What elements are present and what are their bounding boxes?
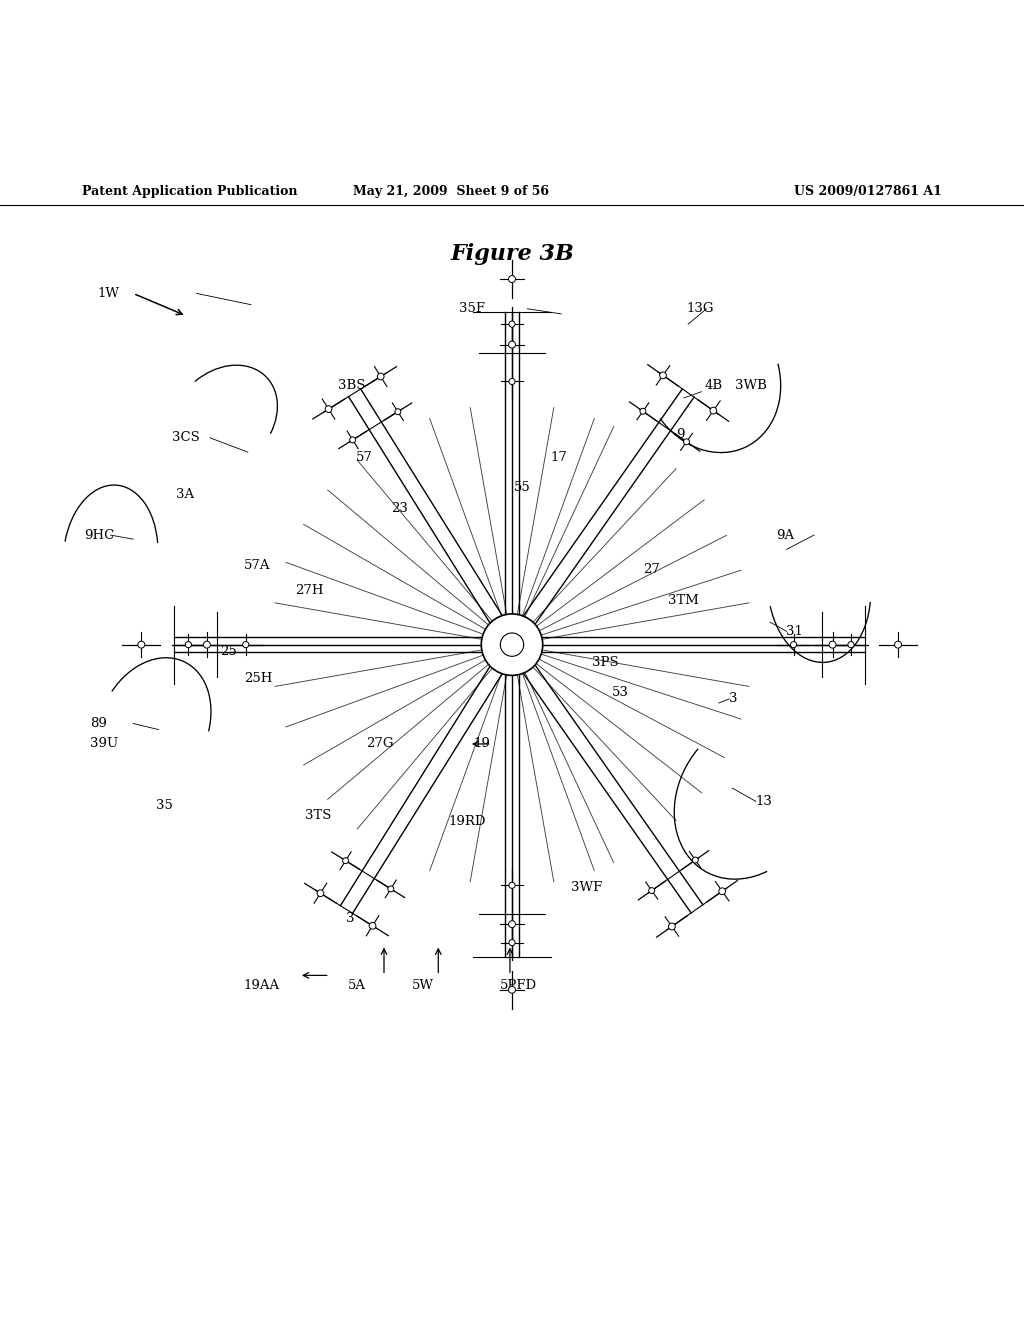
Circle shape (829, 642, 836, 648)
Text: 3CS: 3CS (172, 432, 200, 445)
Text: 3WB: 3WB (735, 379, 767, 392)
Text: 3TS: 3TS (305, 809, 332, 822)
Text: 3TM: 3TM (668, 594, 698, 607)
Text: 27H: 27H (295, 583, 324, 597)
Circle shape (509, 921, 515, 928)
Text: 31: 31 (786, 624, 803, 638)
Text: 35: 35 (156, 799, 172, 812)
Text: 13G: 13G (686, 302, 714, 315)
Circle shape (509, 379, 515, 384)
Text: 17: 17 (551, 450, 567, 463)
Circle shape (326, 405, 332, 412)
Text: 9HC: 9HC (84, 528, 115, 541)
Text: 25H: 25H (244, 672, 272, 685)
Text: 53: 53 (612, 686, 629, 700)
Circle shape (370, 923, 376, 929)
Circle shape (848, 642, 854, 648)
Circle shape (791, 642, 797, 648)
Circle shape (204, 642, 210, 648)
Text: 5W: 5W (412, 979, 433, 993)
Text: 3BS: 3BS (338, 379, 366, 392)
Text: Figure 3B: Figure 3B (451, 243, 573, 265)
Text: 57A: 57A (244, 560, 270, 573)
Text: 3WF: 3WF (571, 880, 603, 894)
Circle shape (185, 642, 191, 648)
Circle shape (895, 642, 901, 648)
Circle shape (317, 890, 324, 896)
Text: 9: 9 (676, 428, 684, 441)
Text: Patent Application Publication: Patent Application Publication (82, 185, 297, 198)
Circle shape (395, 409, 400, 414)
Circle shape (509, 882, 515, 888)
Circle shape (659, 372, 667, 379)
Text: 9A: 9A (776, 528, 795, 541)
Text: 13: 13 (756, 795, 772, 808)
Circle shape (481, 614, 543, 676)
Circle shape (692, 857, 698, 863)
Text: 3A: 3A (176, 487, 195, 500)
Text: 27: 27 (643, 564, 659, 577)
Text: 19RD: 19RD (449, 816, 486, 828)
Text: 25: 25 (220, 645, 237, 659)
Text: 5A: 5A (348, 979, 367, 993)
Circle shape (719, 888, 726, 895)
Circle shape (640, 408, 646, 414)
Text: 35F: 35F (459, 302, 484, 315)
Circle shape (684, 438, 689, 445)
Text: 3: 3 (729, 693, 737, 705)
Text: 19AA: 19AA (244, 979, 280, 993)
Circle shape (509, 276, 515, 282)
Circle shape (388, 886, 394, 892)
Circle shape (509, 341, 515, 348)
Text: 55: 55 (514, 482, 530, 495)
Text: 4B: 4B (705, 379, 723, 392)
Circle shape (509, 321, 515, 327)
Circle shape (710, 408, 717, 414)
Text: 3: 3 (346, 912, 354, 924)
Text: 19: 19 (473, 738, 489, 751)
Circle shape (669, 923, 675, 929)
Circle shape (509, 940, 515, 945)
Text: 89: 89 (90, 717, 106, 730)
Text: 3PS: 3PS (592, 656, 618, 668)
Circle shape (501, 634, 523, 656)
Text: May 21, 2009  Sheet 9 of 56: May 21, 2009 Sheet 9 of 56 (352, 185, 549, 198)
Text: 5PFD: 5PFD (500, 979, 537, 993)
Text: 39U: 39U (90, 738, 119, 751)
Circle shape (509, 986, 515, 993)
Circle shape (243, 642, 249, 648)
Text: 23: 23 (391, 502, 408, 515)
Circle shape (649, 887, 654, 894)
Text: 27G: 27G (367, 738, 394, 751)
Text: 57: 57 (356, 450, 373, 463)
Circle shape (343, 858, 348, 863)
Circle shape (138, 642, 144, 648)
Circle shape (350, 437, 355, 444)
Text: 1W: 1W (97, 286, 119, 300)
Text: US 2009/0127861 A1: US 2009/0127861 A1 (795, 185, 942, 198)
Circle shape (377, 374, 384, 380)
